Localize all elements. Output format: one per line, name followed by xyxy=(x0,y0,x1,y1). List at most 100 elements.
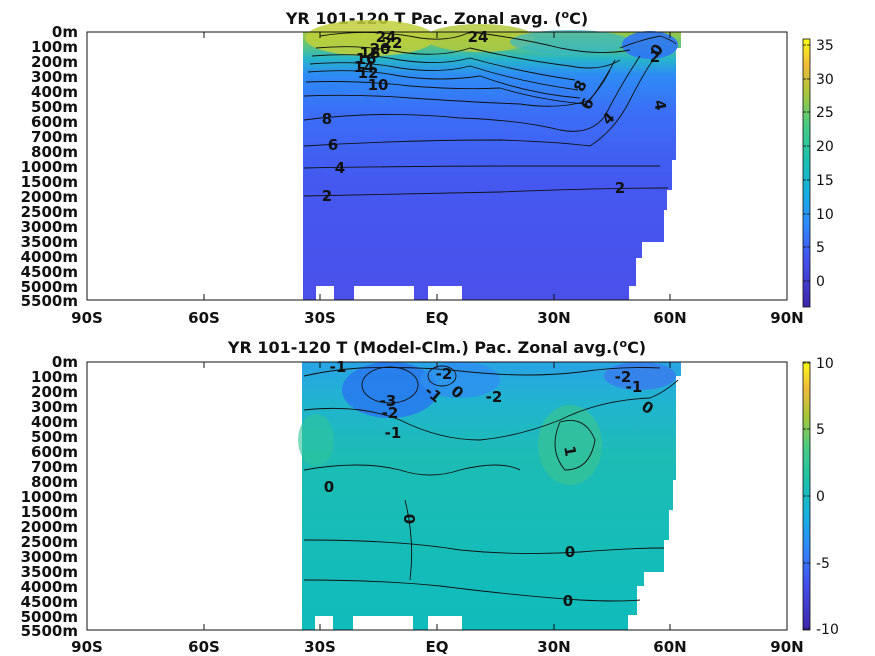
contour-label: 2 xyxy=(650,48,660,66)
y-tick-label: 400m xyxy=(31,413,78,431)
contour-label: 2 xyxy=(615,179,625,197)
x-tick-label: 30N xyxy=(537,638,570,656)
y-tick-label: 5500m xyxy=(21,622,78,640)
contour-label: 0 xyxy=(565,543,575,561)
y-tick-label: 700m xyxy=(31,458,78,476)
y-tick-label: 5000m xyxy=(21,278,78,296)
x-tick-label: 60N xyxy=(653,638,686,656)
x-tick-label: 30S xyxy=(304,309,336,327)
colorbar-tick-label: 30 xyxy=(816,72,834,88)
contour-label: 4 xyxy=(650,98,670,111)
colorbar-tick-label: 15 xyxy=(816,173,834,189)
y-tick-label: 100m xyxy=(31,38,78,56)
chart-1-x-ticks: 90S 60S 30S EQ 30N 60N 90N xyxy=(71,309,804,327)
y-tick-label: 3000m xyxy=(21,548,78,566)
contour-label: 2 xyxy=(322,187,332,205)
y-tick-label: 200m xyxy=(31,383,78,401)
chart-2-contours xyxy=(303,365,679,602)
y-tick-label: 2500m xyxy=(21,533,78,551)
y-tick-label: 700m xyxy=(31,128,78,146)
y-tick-label: 1000m xyxy=(21,488,78,506)
contour-label: -2 xyxy=(382,404,399,422)
contour-label: 14 xyxy=(354,58,375,76)
contour-label: 16 xyxy=(356,50,377,68)
y-tick-label: 2000m xyxy=(21,188,78,206)
colorbar-tick-label: 25 xyxy=(816,105,834,121)
chart-2-x-tick-marks xyxy=(86,362,788,630)
x-tick-label: 90N xyxy=(770,309,803,327)
colorbar-tick-label: 35 xyxy=(816,38,834,54)
y-tick-label: 500m xyxy=(31,428,78,446)
y-tick-label: 1500m xyxy=(21,503,78,521)
contour-label: 1 xyxy=(560,444,580,457)
y-tick-label: 2000m xyxy=(21,518,78,536)
contour-label: -3 xyxy=(380,392,397,410)
y-tick-label: 800m xyxy=(31,473,78,491)
y-tick-label: 600m xyxy=(31,113,78,131)
x-tick-label: EQ xyxy=(426,309,449,327)
x-tick-label: 90S xyxy=(71,638,103,656)
chart-1-contour-labels: 24 24 22 20 18 16 14 12 10 8 6 4 2 2 0 2… xyxy=(322,28,670,205)
y-tick-label: 800m xyxy=(31,143,78,161)
y-tick-label: 5500m xyxy=(21,292,78,310)
colorbar-tick-label: -10 xyxy=(816,622,839,638)
y-tick-label: 3000m xyxy=(21,218,78,236)
y-tick-label: 0m xyxy=(52,23,78,41)
y-tick-label: 200m xyxy=(31,53,78,71)
contour-label: 20 xyxy=(370,40,391,58)
x-tick-label: 30S xyxy=(304,638,336,656)
colorbar-tick-label: 10 xyxy=(816,207,834,223)
colorbar-tick-label: 0 xyxy=(816,274,825,290)
y-tick-label: 4000m xyxy=(21,578,78,596)
y-tick-label: 3500m xyxy=(21,563,78,581)
y-tick-label: 4500m xyxy=(21,263,78,281)
y-tick-label: 300m xyxy=(31,68,78,86)
y-tick-label: 4000m xyxy=(21,248,78,266)
contour-label: 8 xyxy=(322,110,332,128)
contour-label: 0 xyxy=(324,478,334,496)
y-tick-label: 500m xyxy=(31,98,78,116)
contour-label: 0 xyxy=(563,592,573,610)
contour-label: 10 xyxy=(368,76,389,94)
chart-1-y-ticks: 0m 100m 200m 300m 400m 500m 600m 700m 80… xyxy=(21,23,78,310)
contour-label: -1 xyxy=(626,378,643,396)
colorbar-tick-label: 20 xyxy=(816,139,834,155)
x-tick-label: 60S xyxy=(188,309,220,327)
contour-label: 4 xyxy=(335,159,345,177)
contour-label: -2 xyxy=(436,365,453,383)
contour-label: -2 xyxy=(486,388,503,406)
colorbar-tick-label: 0 xyxy=(816,489,825,505)
contour-label: -2 xyxy=(615,368,632,386)
y-tick-label: 400m xyxy=(31,83,78,101)
chart-1-colorbar: 35 30 25 20 15 10 5 0 xyxy=(802,38,834,308)
chart-2-y-ticks: 0m 100m 200m 300m 400m 500m 600m 700m 80… xyxy=(21,353,78,640)
x-tick-label: EQ xyxy=(426,638,449,656)
chart-1-x-tick-marks xyxy=(86,32,788,300)
x-tick-label: 90S xyxy=(71,309,103,327)
colorbar-tick-label: 5 xyxy=(816,240,825,256)
contour-label: -1 xyxy=(330,358,347,376)
contour-label: 22 xyxy=(382,34,403,52)
x-tick-label: 60N xyxy=(653,309,686,327)
y-tick-label: 600m xyxy=(31,443,78,461)
chart-2-colorbar: 10 5 0 -5 -10 xyxy=(802,356,839,638)
colorbar-tick-label: 10 xyxy=(816,356,834,372)
colorbar-tick-label: 5 xyxy=(816,422,825,438)
chart-2-title: YR 101-120 T (Model-Clm.) Pac. Zonal avg… xyxy=(227,337,646,357)
y-tick-label: 100m xyxy=(31,368,78,386)
contour-label: 18 xyxy=(360,44,381,62)
y-tick-label: 3500m xyxy=(21,233,78,251)
y-tick-label: 0m xyxy=(52,353,78,371)
y-tick-label: 2500m xyxy=(21,203,78,221)
y-tick-label: 4500m xyxy=(21,593,78,611)
y-tick-label: 1500m xyxy=(21,173,78,191)
chart-2: YR 101-120 T (Model-Clm.) Pac. Zonal avg… xyxy=(21,337,839,656)
contour-label: 6 xyxy=(328,136,338,154)
x-tick-label: 30N xyxy=(537,309,570,327)
y-tick-label: 1000m xyxy=(21,158,78,176)
contour-label: 24 xyxy=(468,28,489,46)
chart-2-x-ticks: 90S 60S 30S EQ 30N 60N 90N xyxy=(71,638,804,656)
x-tick-label: 60S xyxy=(188,638,220,656)
contour-label: -1 xyxy=(385,424,402,442)
